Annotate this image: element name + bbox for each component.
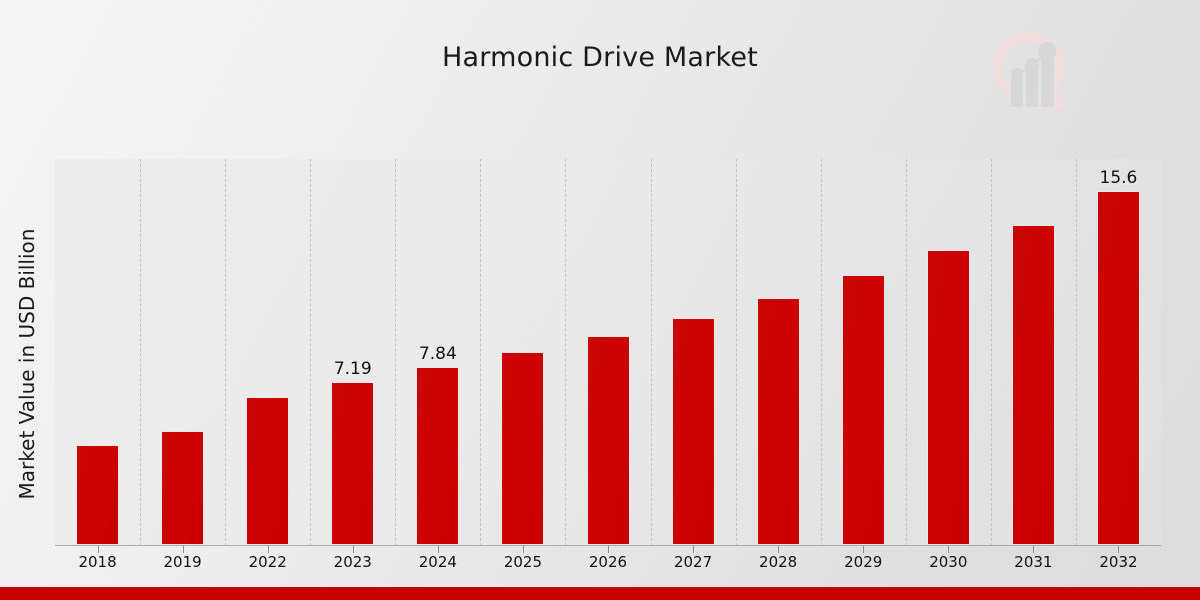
bar-2023[interactable] <box>331 381 375 545</box>
gridline <box>1075 159 1078 546</box>
bar-2027[interactable] <box>671 317 715 545</box>
gridline <box>905 159 908 546</box>
chart-title: Harmonic Drive Market <box>442 42 758 73</box>
x-tick-2029 <box>863 546 865 553</box>
gridline <box>650 159 653 546</box>
brand-watermark-logo <box>984 26 1080 122</box>
x-axis-label-2018: 2018 <box>78 553 117 571</box>
x-tick-2023 <box>352 546 354 553</box>
x-tick-2032 <box>1118 546 1120 553</box>
data-label-2032: 15.6 <box>1099 167 1138 188</box>
x-tick-2024 <box>437 546 439 553</box>
x-tick-2028 <box>778 546 780 553</box>
gridline <box>565 159 567 546</box>
footer-accent-bar <box>0 587 1200 600</box>
x-axis-label-2023: 2023 <box>333 553 372 571</box>
x-axis-label-2024: 2024 <box>418 553 457 571</box>
bar-2031[interactable] <box>1011 224 1055 545</box>
bar-2030[interactable] <box>926 249 970 545</box>
gridline <box>225 159 227 546</box>
x-tick-2027 <box>693 546 695 553</box>
x-axis-label-2028: 2028 <box>759 553 798 571</box>
bar-2022[interactable] <box>246 397 290 545</box>
x-axis-line <box>55 545 1161 546</box>
data-label-2023: 7.19 <box>333 358 372 379</box>
data-label-2024: 7.84 <box>418 343 457 364</box>
bar-2028[interactable] <box>756 297 800 545</box>
bar-2024[interactable] <box>416 366 460 545</box>
x-tick-2031 <box>1033 546 1035 553</box>
x-tick-2018 <box>97 546 99 553</box>
x-axis-label-2027: 2027 <box>673 553 713 571</box>
x-axis-label-2031: 2031 <box>1014 553 1053 571</box>
bar-2029[interactable] <box>841 274 885 545</box>
magnifying-glass-chart-icon <box>993 32 1065 110</box>
gridline <box>990 159 993 546</box>
x-tick-2030 <box>948 546 950 553</box>
x-tick-2025 <box>522 546 524 553</box>
gridline <box>140 159 142 546</box>
x-axis-label-2025: 2025 <box>503 553 542 571</box>
x-axis-label-2026: 2026 <box>588 553 628 571</box>
bar-2026[interactable] <box>586 336 630 545</box>
x-tick-2026 <box>608 546 609 553</box>
x-axis-label-2032: 2032 <box>1099 553 1138 571</box>
gridline <box>480 159 482 546</box>
y-axis-title: Market Value in USD Billion <box>15 228 39 500</box>
bar-2032[interactable] <box>1096 190 1140 545</box>
x-tick-2019 <box>182 546 184 553</box>
gridline <box>395 159 397 546</box>
bar-2025[interactable] <box>501 352 545 545</box>
gridline <box>735 159 738 546</box>
x-tick-2022 <box>267 546 269 553</box>
gridline <box>820 159 823 546</box>
x-axis-label-2022: 2022 <box>248 553 287 571</box>
x-axis-label-2019: 2019 <box>163 553 202 571</box>
bar-2019[interactable] <box>161 431 205 545</box>
x-axis-label-2029: 2029 <box>844 553 883 571</box>
x-axis-label-2030: 2030 <box>929 553 968 571</box>
bar-2018[interactable] <box>76 445 120 545</box>
gridline <box>310 159 312 546</box>
